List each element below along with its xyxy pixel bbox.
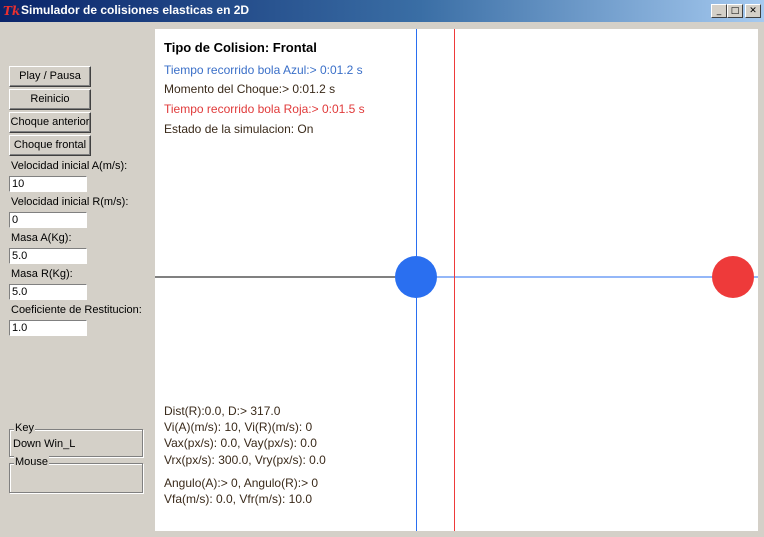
blue-ball [395, 256, 437, 298]
frontal-collision-button[interactable]: Choque frontal [9, 135, 91, 156]
restitution-input[interactable]: 1.0 [9, 320, 87, 336]
ball-a-velocity-text: Vax(px/s): 0.0, Vay(px/s): 0.0 [164, 436, 317, 450]
mass-a-input[interactable]: 5.0 [9, 248, 87, 264]
key-group-title: Key [14, 422, 35, 434]
blue-time-text: Tiempo recorrido bola Azul:> 0:01.2 s [164, 63, 363, 77]
close-button[interactable]: ✕ [745, 4, 761, 18]
collision-type-title: Tipo de Colision: Frontal [164, 40, 317, 55]
previous-collision-button[interactable]: Choque anterior [9, 112, 91, 133]
key-group-value: Down Win_L [13, 438, 76, 450]
tk-icon: Tk [3, 4, 21, 18]
mass-r-input[interactable]: 5.0 [9, 284, 87, 300]
final-velocities-text: Vfa(m/s): 0.0, Vfr(m/s): 10.0 [164, 492, 313, 506]
maximize-icon: □ [730, 6, 740, 16]
angles-text: Angulo(A):> 0, Angulo(R):> 0 [164, 476, 319, 490]
canvas-drawing [155, 29, 758, 531]
play-pause-button[interactable]: Play / Pausa [9, 66, 91, 87]
minimize-icon: _ [716, 6, 722, 16]
simulation-status-text: Estado de la simulacion: On [164, 122, 314, 136]
mouse-group: Mouse [9, 456, 143, 493]
close-icon: ✕ [749, 6, 757, 16]
mass-a-label: Masa A(Kg): [11, 232, 72, 244]
ball-r-velocity-text: Vrx(px/s): 300.0, Vry(px/s): 0.0 [164, 453, 326, 467]
initial-velocities-text: Vi(A)(m/s): 10, Vi(R)(m/s): 0 [164, 420, 313, 434]
distance-text: Dist(R):0.0, D:> 317.0 [164, 404, 281, 418]
restitution-label: Coeficiente de Restitucion: [11, 304, 142, 316]
red-ball [712, 256, 754, 298]
simulation-canvas[interactable]: Tipo de Colision: Frontal Tiempo recorri… [155, 29, 758, 531]
minimize-button[interactable]: _ [711, 4, 727, 18]
velocity-r-input[interactable]: 0 [9, 212, 87, 228]
maximize-button[interactable]: □ [727, 4, 743, 18]
velocity-a-input[interactable]: 10 [9, 176, 87, 192]
mouse-group-title: Mouse [14, 456, 50, 468]
key-group: Key Down Win_L [9, 422, 143, 457]
impact-moment-text: Momento del Choque:> 0:01.2 s [164, 82, 336, 96]
title-bar[interactable]: Tk Simulador de colisiones elasticas en … [0, 0, 764, 22]
velocity-r-label: Velocidad inicial R(m/s): [11, 196, 129, 208]
red-time-text: Tiempo recorrido bola Roja:> 0:01.5 s [164, 102, 365, 116]
velocity-a-label: Velocidad inicial A(m/s): [11, 160, 128, 172]
mass-r-label: Masa R(Kg): [11, 268, 73, 280]
window-title: Simulador de colisiones elasticas en 2D [21, 3, 250, 17]
restart-button[interactable]: Reinicio [9, 89, 91, 110]
